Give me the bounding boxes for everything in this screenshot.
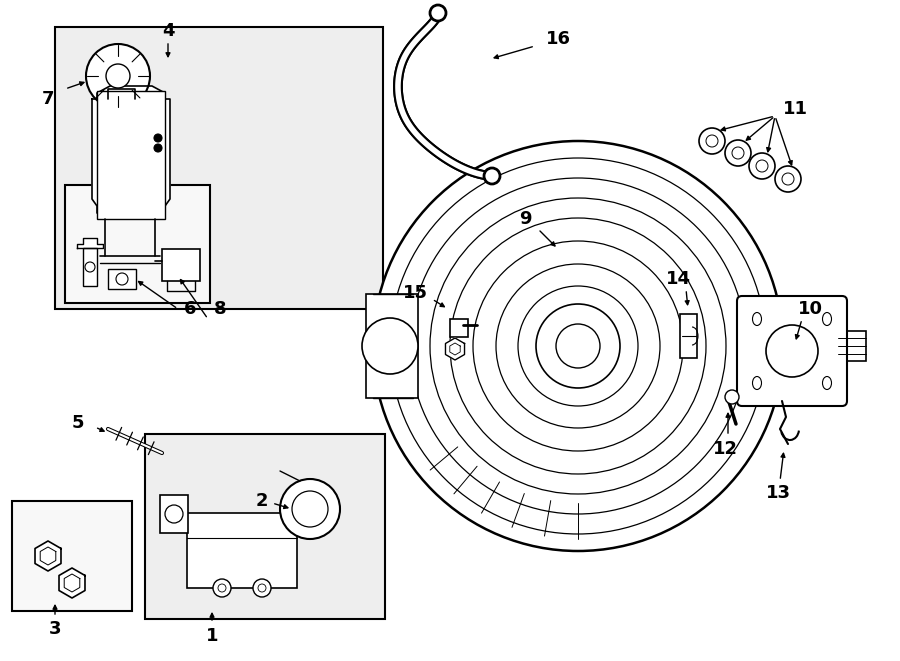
Circle shape xyxy=(85,262,95,272)
Circle shape xyxy=(218,584,226,592)
Circle shape xyxy=(725,390,739,404)
Ellipse shape xyxy=(823,377,832,389)
Circle shape xyxy=(253,579,271,597)
Circle shape xyxy=(298,505,316,523)
Circle shape xyxy=(556,324,600,368)
Circle shape xyxy=(699,128,725,154)
Bar xyxy=(12,501,132,611)
Circle shape xyxy=(782,173,794,185)
Bar xyxy=(160,495,188,533)
Circle shape xyxy=(749,153,775,179)
Text: 2: 2 xyxy=(256,492,268,510)
Bar xyxy=(680,314,697,358)
Polygon shape xyxy=(35,541,61,571)
Ellipse shape xyxy=(752,377,761,389)
Circle shape xyxy=(154,134,162,142)
Circle shape xyxy=(430,5,446,21)
Circle shape xyxy=(756,160,768,172)
Text: 15: 15 xyxy=(402,284,428,302)
FancyBboxPatch shape xyxy=(737,296,847,406)
Polygon shape xyxy=(40,547,56,565)
Circle shape xyxy=(86,44,150,108)
Circle shape xyxy=(732,147,744,159)
Circle shape xyxy=(775,166,801,192)
Bar xyxy=(838,331,866,361)
Bar xyxy=(145,434,385,619)
Circle shape xyxy=(258,584,266,592)
Text: 14: 14 xyxy=(665,270,690,288)
Bar xyxy=(366,294,418,398)
Circle shape xyxy=(725,140,751,166)
Bar xyxy=(55,27,383,309)
Circle shape xyxy=(106,64,130,88)
Text: 16: 16 xyxy=(545,30,571,48)
Polygon shape xyxy=(77,238,103,248)
Polygon shape xyxy=(450,343,460,355)
Circle shape xyxy=(484,168,500,184)
Text: 3: 3 xyxy=(49,620,61,638)
Bar xyxy=(162,249,200,281)
Text: 9: 9 xyxy=(518,210,531,228)
Bar xyxy=(97,91,165,219)
Text: 6: 6 xyxy=(184,300,196,318)
Bar xyxy=(294,495,322,533)
Polygon shape xyxy=(446,338,464,360)
Text: 11: 11 xyxy=(782,100,807,118)
Polygon shape xyxy=(64,574,80,592)
Text: 13: 13 xyxy=(766,484,790,502)
Text: 10: 10 xyxy=(797,300,823,318)
Circle shape xyxy=(766,325,818,377)
Ellipse shape xyxy=(823,313,832,325)
Text: 8: 8 xyxy=(213,300,226,318)
Text: 4: 4 xyxy=(162,22,175,40)
Bar xyxy=(108,269,136,289)
Circle shape xyxy=(706,135,718,147)
Circle shape xyxy=(213,579,231,597)
Circle shape xyxy=(362,318,418,374)
Text: 1: 1 xyxy=(206,627,218,645)
Polygon shape xyxy=(59,568,85,598)
Circle shape xyxy=(154,144,162,152)
Polygon shape xyxy=(92,86,170,219)
Text: 12: 12 xyxy=(713,440,737,458)
Circle shape xyxy=(292,491,328,527)
Circle shape xyxy=(280,479,340,539)
Ellipse shape xyxy=(752,313,761,325)
Circle shape xyxy=(165,505,183,523)
Circle shape xyxy=(373,141,783,551)
Bar xyxy=(450,319,468,337)
Circle shape xyxy=(536,304,620,388)
Bar xyxy=(83,248,97,286)
Text: 7: 7 xyxy=(41,90,54,108)
Text: 5: 5 xyxy=(72,414,85,432)
Bar xyxy=(65,185,210,303)
Bar xyxy=(187,513,297,588)
Circle shape xyxy=(116,273,128,285)
